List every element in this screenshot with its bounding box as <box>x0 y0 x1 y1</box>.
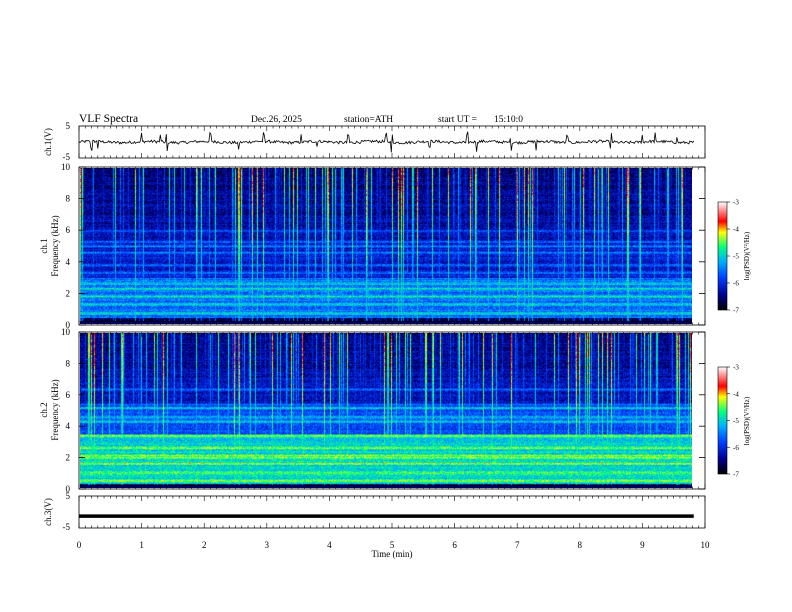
start-ut-label: start UT = <box>438 115 477 125</box>
ch1-spectrogram-image <box>80 168 692 324</box>
x-tick-label: 1 <box>139 540 144 550</box>
ch2-colorbar-tick-label: -4 <box>733 390 739 398</box>
ch2-spectrogram-panel: 0 2 4 6 8 10 ch.2 Frequency (kHz) <box>39 327 706 494</box>
x-tick-label: 5 <box>390 540 395 550</box>
x-tick-label: 2 <box>202 540 207 550</box>
ch2-spec-ytick-label: 2 <box>66 453 71 463</box>
ch1-ytick-top: 5 <box>66 121 71 131</box>
ch1-spec-ytick-label: 8 <box>66 194 71 204</box>
ch1-spec-ytick-label: 6 <box>66 225 71 235</box>
ch2-colorbar-gradient <box>717 366 728 475</box>
ch2-spectrogram-image <box>80 333 692 488</box>
x-tick-label: 8 <box>578 540 583 550</box>
ch2-spec-ytick-label: 4 <box>66 421 71 431</box>
ch2-colorbar-tick-label: -6 <box>733 444 739 452</box>
ch2-channel-label: ch.2 <box>39 402 49 417</box>
x-tick-label: 9 <box>640 540 645 550</box>
ch2-spec-ytick-label: 0 <box>66 484 71 494</box>
ch2-colorbar-label: log(PSD)(V²/Hz) <box>743 396 751 445</box>
date-label: Dec.26, 2025 <box>251 115 302 125</box>
ch1-colorbar-tick-label: -7 <box>733 307 739 315</box>
ch1-ylabel: ch.1(V) <box>43 128 53 156</box>
ch1-waveform-panel: 5 -5 ch.1(V) <box>43 121 706 162</box>
ch1-colorbar-tick-label: -3 <box>733 199 739 207</box>
x-axis-ticks: 0 1 2 3 4 5 6 7 8 9 10 <box>77 540 710 550</box>
ch1-spectrogram-yticks: 0 2 4 6 8 10 <box>61 162 705 330</box>
ch1-colorbar-tick-label: -5 <box>733 253 739 261</box>
ch2-spec-ytick-label: 6 <box>66 390 71 400</box>
ch1-colorbar-tick-label: -4 <box>733 226 739 234</box>
x-tick-label: 10 <box>701 540 711 550</box>
ch1-freq-ylabel: Frequency (kHz) <box>50 215 60 276</box>
ch2-colorbar: -3 -4 -5 -6 -7 log(PSD)(V²/Hz) <box>717 364 751 479</box>
ch1-spec-ytick-label: 10 <box>61 162 71 172</box>
start-time-label: 15:10:0 <box>494 115 524 125</box>
ch1-spectrogram-panel: 0 2 4 6 8 10 ch.1 Frequency (kHz) <box>39 162 706 330</box>
station-label: station=ATH <box>344 115 394 125</box>
frame-tick-marks <box>78 126 706 528</box>
ch1-waveform-trace <box>78 131 695 153</box>
ch2-spec-ytick-label: 8 <box>66 358 71 368</box>
ch3-waveform-frame <box>78 495 706 529</box>
ch3-ytick-bottom: -5 <box>63 522 71 532</box>
x-tick-label: 7 <box>515 540 520 550</box>
ch1-colorbar-ticks: -3 -4 -5 -6 -7 <box>727 199 739 315</box>
ch2-spectrogram-yticks: 0 2 4 6 8 10 <box>61 327 705 494</box>
ch1-colorbar-gradient <box>717 201 728 311</box>
figure-title: VLF Spectra <box>79 113 139 125</box>
ch2-colorbar-tick-label: -5 <box>733 417 739 425</box>
ch2-spec-ytick-label: 10 <box>61 327 71 337</box>
ch1-colorbar-label: log(PSD)(V²/Hz) <box>743 231 751 280</box>
ch1-spec-ytick-label: 4 <box>66 257 71 267</box>
x-tick-label: 4 <box>327 540 332 550</box>
ch3-ytick-top: 5 <box>66 491 71 501</box>
ch3-waveform-panel: 5 -5 ch.3(V) <box>43 491 706 532</box>
ch2-colorbar-tick-label: -7 <box>733 471 739 479</box>
ch1-spec-ytick-label: 2 <box>66 288 71 298</box>
x-tick-label: 3 <box>265 540 270 550</box>
ch2-colorbar-ticks: -3 -4 -5 -6 -7 <box>727 364 739 479</box>
ch1-spec-ytick-label: 0 <box>66 320 71 330</box>
ch1-channel-label: ch.1 <box>39 238 49 253</box>
x-axis-label: Time (min) <box>372 549 413 559</box>
ch1-colorbar: -3 -4 -5 -6 -7 log(PSD)(V²/Hz) <box>717 199 751 315</box>
ch2-freq-ylabel: Frequency (kHz) <box>50 379 60 440</box>
x-tick-label: 0 <box>77 540 82 550</box>
ch2-colorbar-tick-label: -3 <box>733 364 739 372</box>
x-tick-label: 6 <box>452 540 457 550</box>
ch1-ytick-bottom: -5 <box>63 152 71 162</box>
ch3-ylabel: ch.3(V) <box>43 498 53 526</box>
ch1-colorbar-tick-label: -6 <box>733 280 739 288</box>
